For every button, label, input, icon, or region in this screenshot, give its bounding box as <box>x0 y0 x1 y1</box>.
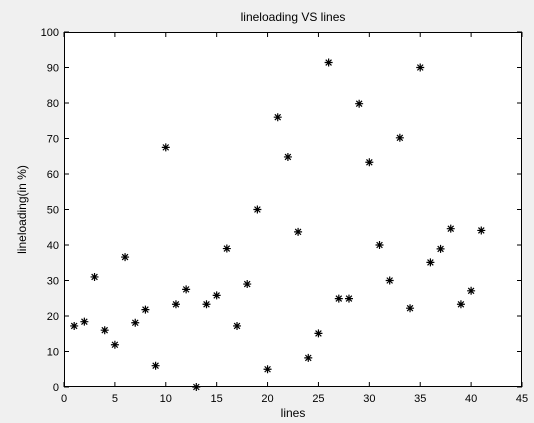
data-point <box>467 286 476 295</box>
data-point <box>294 227 303 236</box>
data-point <box>456 300 465 309</box>
y-tick-label: 0 <box>53 382 59 394</box>
data-point <box>365 158 374 167</box>
data-point <box>375 241 384 249</box>
data-point <box>182 285 191 294</box>
data-point <box>121 253 130 262</box>
data-point <box>395 133 404 142</box>
chart-title: lineloading VS lines <box>241 10 346 24</box>
data-point <box>233 321 242 330</box>
y-tick-label: 100 <box>41 27 59 39</box>
data-point <box>385 276 394 285</box>
data-point <box>334 294 343 303</box>
data-point <box>222 244 231 253</box>
x-tick-label: 10 <box>160 393 172 405</box>
y-tick-label: 40 <box>47 240 59 252</box>
data-point <box>243 280 252 289</box>
x-tick-label: 0 <box>61 393 67 405</box>
y-tick-label: 50 <box>47 205 59 217</box>
data-point <box>344 294 353 303</box>
data-point <box>151 361 160 370</box>
data-point <box>110 340 119 349</box>
data-point <box>90 272 99 281</box>
x-tick-label: 5 <box>112 393 118 405</box>
y-tick-label: 70 <box>47 134 59 146</box>
data-point <box>80 317 89 326</box>
data-point <box>426 258 435 267</box>
data-point <box>283 152 292 161</box>
data-point <box>202 300 211 309</box>
data-point <box>171 300 180 309</box>
y-tick-label: 10 <box>47 347 59 359</box>
data-point <box>253 205 262 214</box>
data-point <box>70 321 79 330</box>
y-tick-label: 30 <box>47 276 59 288</box>
data-markers <box>70 58 486 391</box>
data-point <box>273 113 282 122</box>
y-tick-label: 60 <box>47 169 59 181</box>
y-tick-label: 90 <box>47 63 59 75</box>
data-point <box>416 63 425 72</box>
data-point <box>314 329 323 338</box>
x-tick-label: 25 <box>312 393 324 405</box>
x-tick-label: 45 <box>516 393 528 405</box>
y-tick-label: 20 <box>47 311 59 323</box>
data-point <box>477 226 486 235</box>
x-tick-label: 35 <box>414 393 426 405</box>
data-point <box>161 143 170 152</box>
data-point <box>100 326 109 335</box>
data-point <box>141 305 150 314</box>
data-point <box>406 304 415 313</box>
data-point <box>212 291 221 300</box>
plot-frame <box>64 32 522 387</box>
data-point <box>355 99 364 108</box>
x-tick-label: 15 <box>211 393 223 405</box>
x-tick-label: 30 <box>363 393 375 405</box>
data-point <box>436 244 445 253</box>
data-point <box>131 318 140 327</box>
x-tick-label: 20 <box>261 393 273 405</box>
data-point <box>324 58 333 67</box>
data-point <box>304 353 313 362</box>
y-tick-label: 80 <box>47 98 59 110</box>
y-axis-title: lineloading(in %) <box>15 165 29 254</box>
axis-ticks: 0 5 10 15 20 25 30 35 40 45 0 10 20 30 40 50 60 70 80 90 100 <box>41 27 528 405</box>
x-axis-title: lines <box>281 406 306 420</box>
x-tick-label: 40 <box>465 393 477 405</box>
plot-area <box>64 32 522 387</box>
data-point <box>263 365 272 374</box>
data-point <box>446 224 455 233</box>
